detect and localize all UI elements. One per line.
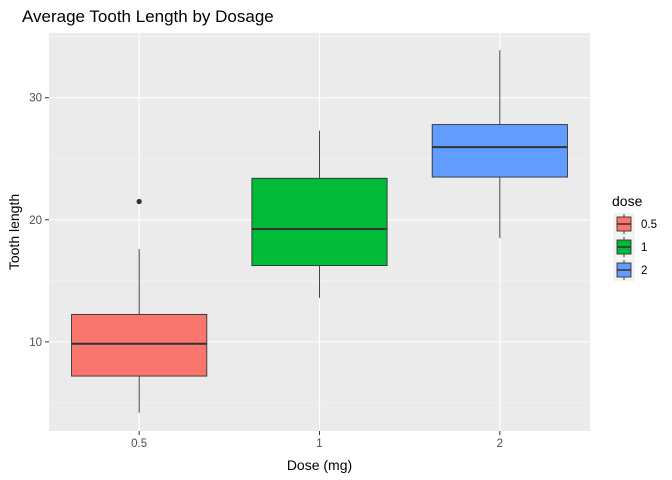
legend-label: 0.5 [641,219,657,231]
box-group-0.5 [71,198,208,413]
legend: dose 0.5 1 2 [612,193,657,281]
box-layer [71,50,568,413]
box-iqr [71,313,208,377]
legend-key-0.5: 0.5 [613,213,657,235]
legend-key-1: 1 [613,236,647,258]
y-tick-label: 20 [29,215,42,227]
chart-title: Average Tooth Length by Dosage [22,7,274,26]
box-iqr [431,124,568,178]
x-tick-label: 2 [497,438,503,450]
x-tick-label: 1 [316,438,322,450]
box-group-1 [251,130,388,298]
y-tick-label: 10 [29,337,42,349]
x-axis-title: Dose (mg) [287,457,352,473]
x-tick-label: 0.5 [131,438,147,450]
box-group-2 [431,50,568,239]
box-iqr [251,177,388,267]
outlier-point [136,198,142,205]
legend-title: dose [612,193,643,209]
y-axis-title: Tooth length [6,194,22,270]
legend-label: 1 [641,242,647,254]
legend-key-2: 2 [613,259,647,281]
legend-label: 2 [641,265,647,277]
y-tick-label: 30 [29,93,42,105]
axis-layer: 10 20 30 0.5 1 2 [29,93,503,450]
